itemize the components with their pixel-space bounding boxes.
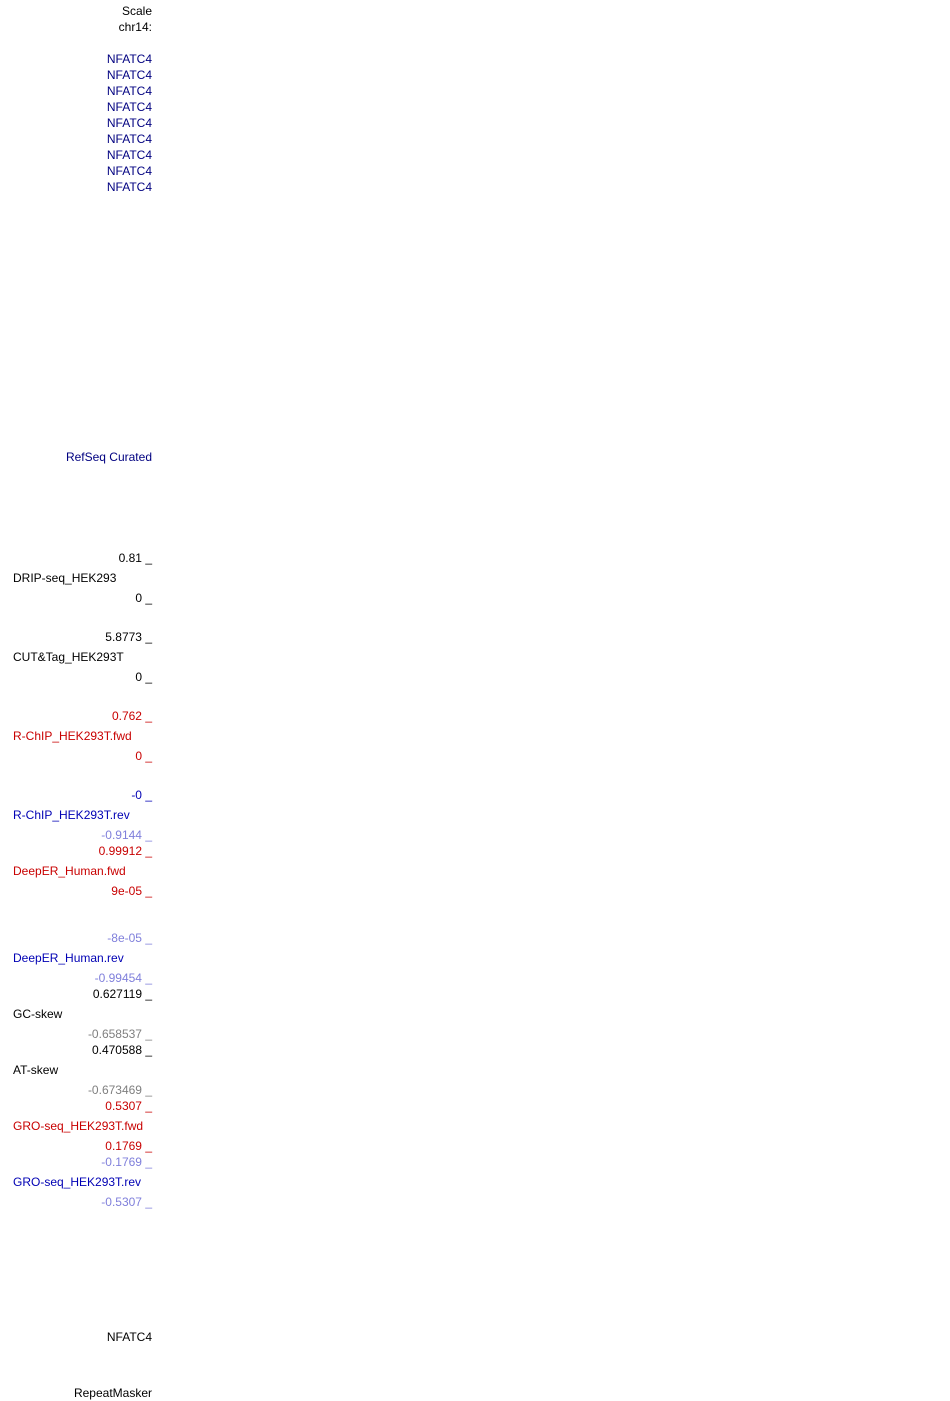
rchip-fwd-min: 0 _ xyxy=(135,749,152,763)
drip-min: 0 _ xyxy=(135,591,152,605)
cuttag-max: 5.8773 _ xyxy=(105,630,152,644)
gro-fwd-min: 0.1769 _ xyxy=(105,1139,152,1153)
gc-skew-label[interactable]: GC-skew xyxy=(13,1007,63,1021)
gro-fwd-max: 0.5307 _ xyxy=(105,1099,152,1113)
rchip-rev-label[interactable]: R-ChIP_HEK293T.rev xyxy=(13,808,130,822)
gene-label[interactable]: NFATC4 xyxy=(106,132,152,146)
deeper-rev-min: -0.99454 _ xyxy=(94,971,152,985)
chrom-label: chr14: xyxy=(118,20,152,34)
rchip-rev-max: -0 _ xyxy=(131,788,152,802)
at-skew-max: 0.470588 _ xyxy=(91,1043,152,1057)
gene-label[interactable]: NFATC4 xyxy=(106,68,152,82)
refseq-curated-label[interactable]: RefSeq Curated xyxy=(65,450,152,464)
gro-fwd-label[interactable]: GRO-seq_HEK293T.fwd xyxy=(13,1119,144,1133)
deeper-fwd-max: 0.99912 _ xyxy=(98,844,152,858)
repeatmasker-label[interactable]: RepeatMasker xyxy=(73,1386,152,1400)
gro-rev-max: -0.1769 _ xyxy=(101,1155,152,1169)
deeper-fwd-label[interactable]: DeepER_Human.fwd xyxy=(13,864,126,878)
deeper-fwd-min: 9e-05 _ xyxy=(111,884,152,898)
rchip-rev-min: -0.9144 _ xyxy=(101,828,152,842)
gene-label[interactable]: NFATC4 xyxy=(106,180,152,194)
gene-label[interactable]: NFATC4 xyxy=(106,116,152,130)
gc-skew-min: -0.658537 _ xyxy=(87,1027,152,1041)
gene-label[interactable]: NFATC4 xyxy=(106,164,152,178)
at-skew-min: -0.673469 _ xyxy=(87,1083,152,1097)
gene-label[interactable]: NFATC4 xyxy=(106,100,152,114)
scale-label: Scale xyxy=(121,4,152,18)
drip-max: 0.81 _ xyxy=(118,551,152,565)
drip-label[interactable]: DRIP-seq_HEK293 xyxy=(13,571,117,585)
rchip-fwd-max: 0.762 _ xyxy=(111,709,152,723)
gene-label[interactable]: NFATC4 xyxy=(106,84,152,98)
gene-label[interactable]: NFATC4 xyxy=(106,148,152,162)
rchip-fwd-label[interactable]: R-ChIP_HEK293T.fwd xyxy=(13,729,132,743)
gene-label[interactable]: NFATC4 xyxy=(106,52,152,66)
gc-skew-max: 0.627119 _ xyxy=(92,987,152,1001)
cuttag-min: 0 _ xyxy=(135,670,152,684)
gro-rev-min: -0.5307 _ xyxy=(101,1195,152,1209)
at-skew-label[interactable]: AT-skew xyxy=(13,1063,59,1077)
deeper-rev-label[interactable]: DeepER_Human.rev xyxy=(13,951,124,965)
cuttag-label[interactable]: CUT&Tag_HEK293T xyxy=(13,650,124,664)
deeper-rev-max: -8e-05 _ xyxy=(107,931,152,945)
gro-rev-label[interactable]: GRO-seq_HEK293T.rev xyxy=(13,1175,142,1189)
gene-list: NFATC4 NFATC4 NFATC4 NFATC4 NFATC4 NFATC4 NFAT… xyxy=(107,51,152,195)
bottom-gene-label[interactable]: NFATC4 xyxy=(106,1330,152,1344)
